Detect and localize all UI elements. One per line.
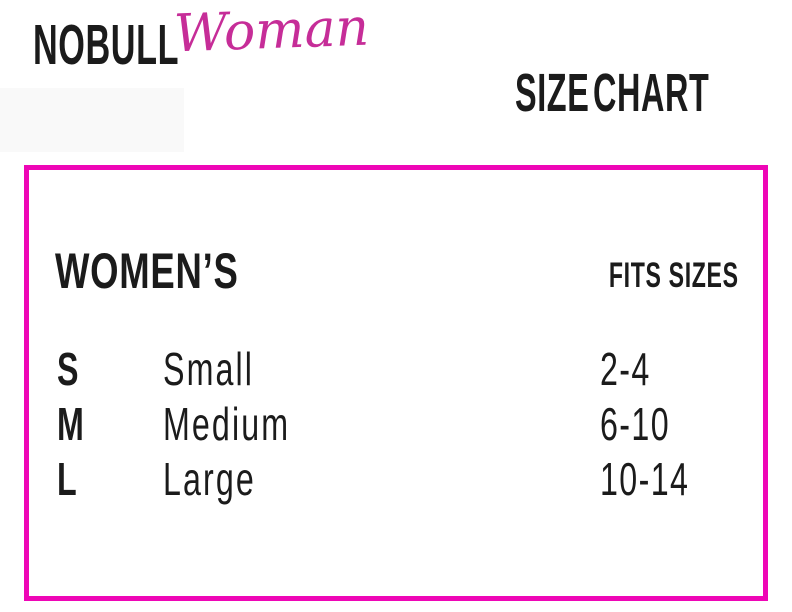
size-code: M [57,398,84,450]
size-row-medium: M Medium 6-10 [29,401,763,449]
faint-gray-patch [0,88,184,152]
fits-range: 10-14 [600,453,690,505]
size-chart-box: WOMEN’S FITS SIZES S Small 2-4 M Medium … [24,165,768,601]
page-title: SIZE CHART [515,63,710,123]
brand-logo: NOBULL Woman [0,0,420,80]
size-code: S [57,343,79,395]
size-name: Small [163,343,255,395]
size-name: Large [163,453,256,505]
fits-sizes-header: FITS SIZES [609,256,739,295]
brand-script-name: Woman [172,0,370,65]
fits-range: 2-4 [600,343,651,395]
womens-section-title: WOMEN’S [55,243,239,299]
size-row-large: L Large 10-14 [29,456,763,504]
size-row-small: S Small 2-4 [29,346,763,394]
size-name: Medium [163,398,291,450]
brand-name: NOBULL [33,13,180,77]
fits-range: 6-10 [600,398,671,450]
size-code: L [57,453,77,505]
